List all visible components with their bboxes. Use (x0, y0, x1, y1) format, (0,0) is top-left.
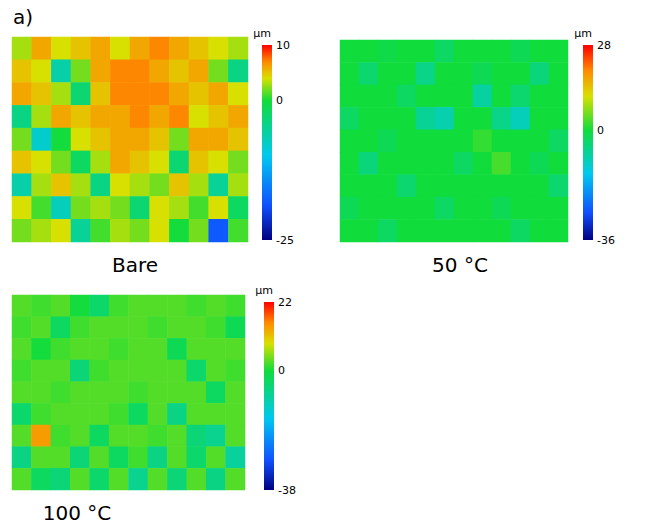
svg-text:µm: µm (253, 27, 271, 40)
svg-text:10: 10 (276, 39, 290, 52)
svg-text:100 °C: 100 °C (43, 501, 112, 525)
svg-text:50 °C: 50 °C (432, 253, 488, 277)
svg-text:µm: µm (255, 284, 273, 297)
svg-text:-25: -25 (276, 234, 294, 247)
svg-text:22: 22 (278, 296, 292, 309)
svg-text:Bare: Bare (112, 253, 158, 277)
svg-text:-38: -38 (278, 484, 296, 497)
svg-text:µm: µm (574, 27, 592, 40)
svg-text:-36: -36 (597, 234, 615, 247)
svg-text:a): a) (13, 5, 33, 29)
svg-text:0: 0 (276, 94, 283, 107)
svg-text:28: 28 (597, 39, 611, 52)
svg-text:0: 0 (278, 364, 285, 377)
svg-text:0: 0 (597, 124, 604, 137)
